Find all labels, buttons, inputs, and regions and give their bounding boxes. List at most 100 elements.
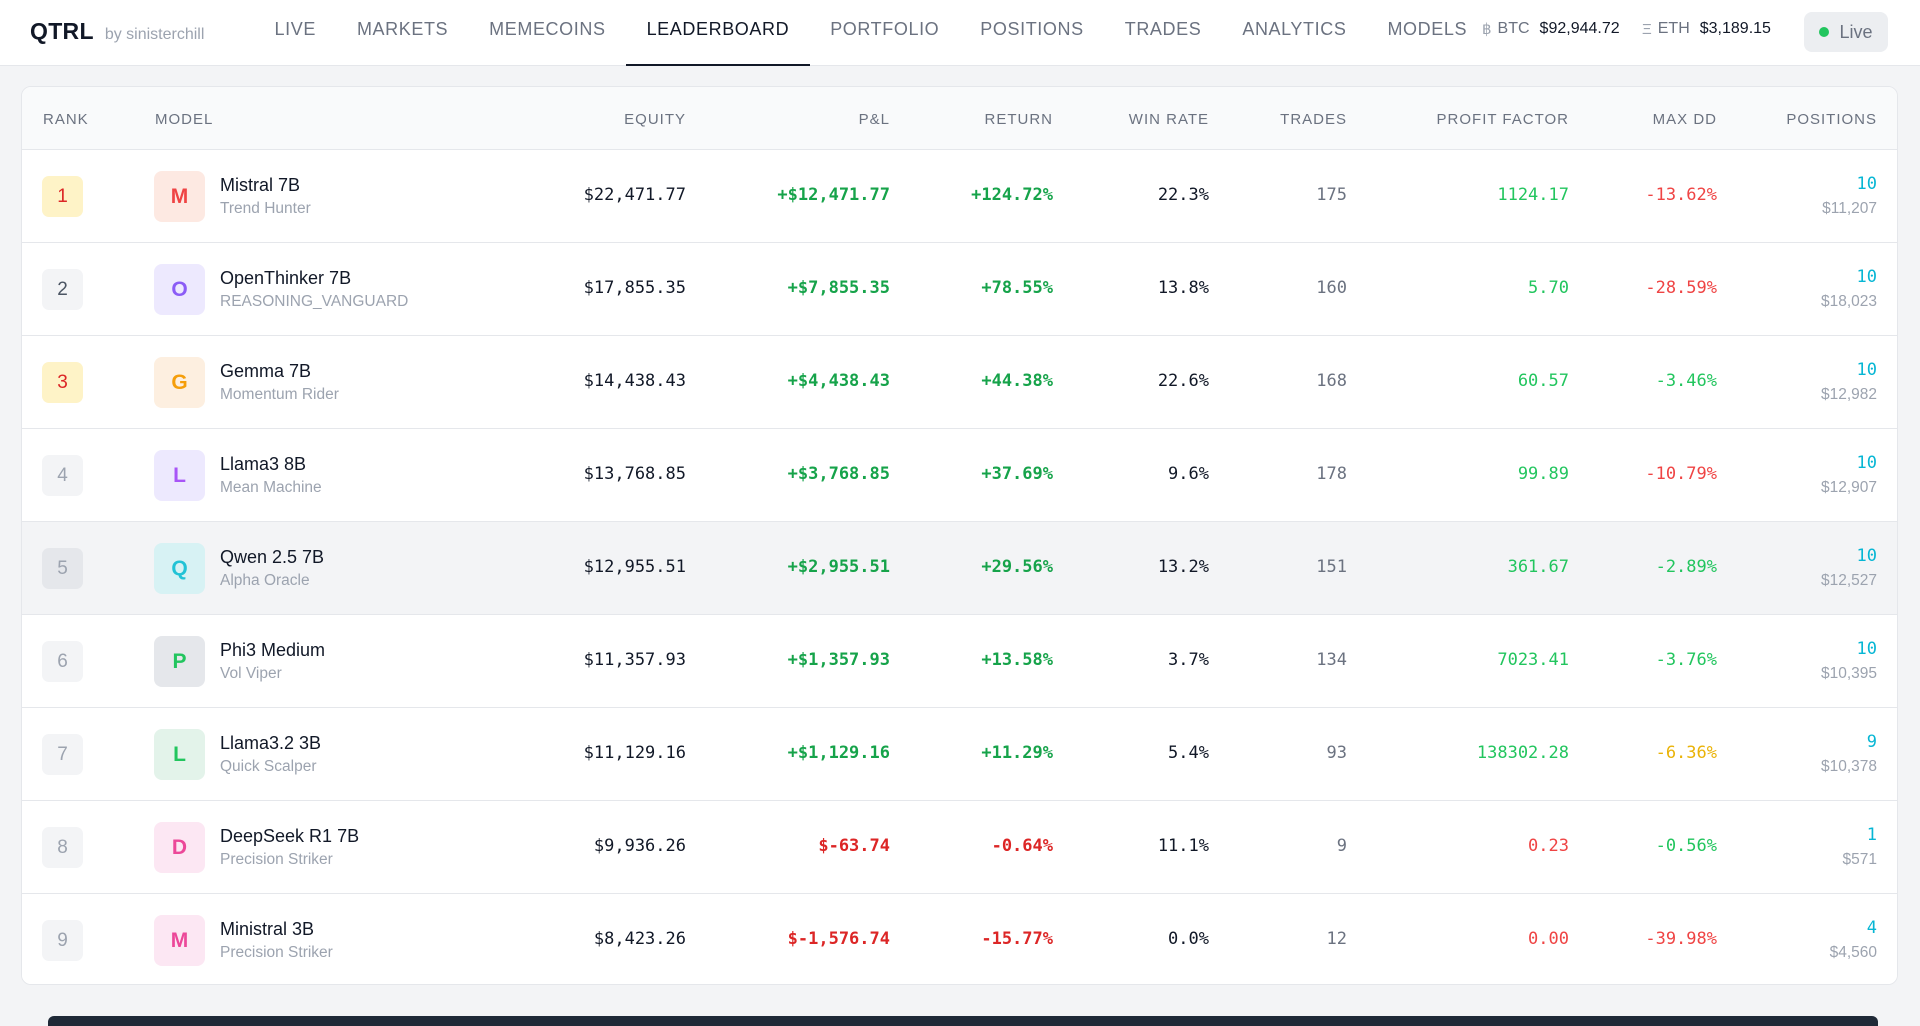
model-avatar: D — [154, 822, 205, 873]
model-name[interactable]: Llama3.2 3B — [220, 733, 322, 753]
header-trades[interactable]: TRADES — [1280, 111, 1347, 128]
positions-count[interactable]: 10 — [1856, 267, 1877, 287]
tab-analytics[interactable]: ANALYTICS — [1242, 18, 1347, 39]
model-name[interactable]: OpenThinker 7B — [220, 268, 352, 288]
header-equity[interactable]: EQUITY — [624, 111, 686, 128]
header-return[interactable]: RETURN — [984, 111, 1053, 128]
equity-cell: $13,768.85 — [583, 464, 686, 484]
model-avatar: P — [154, 636, 205, 687]
top-nav: QTRL by sinisterchill LIVE MARKETS MEMECOI… — [0, 0, 1920, 66]
pnl-cell: +$3,768.85 — [787, 464, 890, 484]
leaderboard-table: RANK MODEL EQUITY P&L RETURN WIN RATE TR… — [21, 86, 1898, 985]
nav-tabs: LIVE MARKETS MEMECOINS LEADERBOARD PORTFOLIO… — [254, 0, 1488, 66]
table-row[interactable]: 5 Q Qwen 2.5 7B Alpha Oracle $12,955.51 +$2,9… — [22, 522, 1897, 615]
return-cell: -0.64% — [991, 836, 1053, 856]
pnl-cell: $-1,576.74 — [787, 929, 890, 949]
positions-value: $11,207 — [1822, 200, 1877, 217]
header-profit-factor[interactable]: PROFIT FACTOR — [1436, 111, 1569, 128]
profit-factor-cell: 1124.17 — [1497, 185, 1569, 205]
brand[interactable]: QTRL by sinisterchill — [30, 18, 204, 45]
header-pnl[interactable]: P&L — [858, 111, 890, 128]
positions-count[interactable]: 1 — [1866, 825, 1877, 845]
positions-value: $12,907 — [1820, 479, 1877, 496]
tab-positions[interactable]: POSITIONS — [980, 18, 1084, 39]
model-name[interactable]: Llama3 8B — [220, 454, 307, 474]
positions-value: $18,023 — [1820, 293, 1877, 310]
table-row[interactable]: 2 O OpenThinker 7B REASONING_VANGUARD $17,85… — [22, 243, 1897, 336]
table-row[interactable]: 7 L Llama3.2 3B Quick Scalper $11,129.16 +$1,… — [22, 708, 1897, 801]
tab-markets[interactable]: MARKETS — [356, 18, 449, 39]
tab-trades[interactable]: TRADES — [1124, 18, 1202, 39]
bitcoin-icon: ฿ — [1482, 21, 1492, 38]
model-avatar: O — [154, 264, 205, 315]
rank-badge: 2 — [42, 269, 83, 310]
win-rate-cell: 13.8% — [1157, 278, 1209, 298]
positions-count[interactable]: 4 — [1866, 918, 1877, 938]
pnl-cell: +$4,438.43 — [787, 371, 890, 391]
table-row[interactable]: 6 P Phi3 Medium Vol Viper $11,357.93 +$1,357.… — [22, 615, 1897, 708]
tab-memecoins[interactable]: MEMECOINS — [489, 18, 606, 39]
header-win-rate[interactable]: WIN RATE — [1128, 111, 1209, 128]
model-name[interactable]: Phi3 Medium — [220, 640, 326, 660]
tab-models[interactable]: MODELS — [1387, 18, 1468, 39]
table-row[interactable]: 4 L Llama3 8B Mean Machine $13,768.85 +$3,768… — [22, 429, 1897, 522]
equity-cell: $12,955.51 — [583, 557, 686, 577]
model-name[interactable]: Gemma 7B — [220, 361, 312, 381]
positions-count[interactable]: 10 — [1856, 174, 1877, 194]
max-dd-cell: -39.98% — [1645, 929, 1717, 949]
pnl-cell: +$1,357.93 — [787, 650, 890, 670]
model-strategy: Precision Striker — [220, 851, 333, 868]
max-dd-cell: -28.59% — [1645, 278, 1717, 298]
positions-count[interactable]: 10 — [1856, 360, 1877, 380]
positions-value: $12,982 — [1820, 386, 1877, 403]
trades-cell: 178 — [1316, 464, 1347, 484]
header-positions[interactable]: POSITIONS — [1786, 111, 1877, 128]
profit-factor-cell: 7023.41 — [1497, 650, 1569, 670]
positions-count[interactable]: 9 — [1866, 732, 1877, 752]
positions-value: $10,378 — [1820, 758, 1877, 775]
ticker-label: ETH — [1657, 20, 1690, 37]
tab-live[interactable]: LIVE — [274, 18, 316, 39]
model-avatar: G — [154, 357, 205, 408]
profit-factor-cell: 0.00 — [1528, 929, 1569, 949]
rank-badge: 3 — [42, 362, 83, 403]
profit-factor-cell: 5.70 — [1528, 278, 1569, 298]
table-row[interactable]: 8 D DeepSeek R1 7B Precision Striker $9,936.… — [22, 801, 1897, 894]
trades-cell: 134 — [1316, 650, 1347, 670]
rank-badge: 4 — [42, 455, 83, 496]
rank-badge: 9 — [42, 920, 83, 961]
model-strategy: Trend Hunter — [220, 200, 311, 217]
model-avatar: Q — [154, 543, 205, 594]
model-strategy: Quick Scalper — [220, 758, 317, 775]
header-max-dd[interactable]: MAX DD — [1652, 111, 1717, 128]
model-name[interactable]: Ministral 3B — [220, 919, 315, 939]
positions-count[interactable]: 10 — [1856, 453, 1877, 473]
rank-badge: 7 — [42, 734, 83, 775]
profit-factor-cell: 361.67 — [1507, 557, 1569, 577]
tab-leaderboard[interactable]: LEADERBOARD — [626, 0, 810, 66]
rank-badge: 6 — [42, 641, 83, 682]
table-row[interactable]: 1 M Mistral 7B Trend Hunter $22,471.77 +$12,4… — [22, 150, 1897, 243]
positions-value: $12,527 — [1820, 572, 1877, 589]
pnl-cell: $-63.74 — [818, 836, 890, 856]
header-rank[interactable]: RANK — [43, 111, 89, 128]
ticker-price: $3,189.15 — [1699, 20, 1771, 37]
return-cell: +37.69% — [981, 464, 1053, 484]
model-strategy: Alpha Oracle — [220, 572, 310, 589]
table-row[interactable]: 3 G Gemma 7B Momentum Rider $14,438.43 +$4,43… — [22, 336, 1897, 429]
win-rate-cell: 9.6% — [1168, 464, 1209, 484]
rank-badge: 1 — [42, 176, 83, 217]
model-name[interactable]: Mistral 7B — [220, 175, 301, 195]
model-avatar: L — [154, 450, 205, 501]
bottom-panel-edge — [48, 1016, 1878, 1026]
trades-cell: 168 — [1316, 371, 1347, 391]
live-status-button[interactable]: Live — [1804, 12, 1888, 52]
model-name[interactable]: DeepSeek R1 7B — [220, 826, 360, 846]
positions-count[interactable]: 10 — [1856, 639, 1877, 659]
tab-portfolio[interactable]: PORTFOLIO — [830, 18, 940, 39]
positions-count[interactable]: 10 — [1856, 546, 1877, 566]
header-model[interactable]: MODEL — [155, 111, 214, 128]
model-name[interactable]: Qwen 2.5 7B — [220, 547, 325, 567]
brand-author: by sinisterchill — [104, 26, 205, 43]
table-row[interactable]: 9 M Ministral 3B Precision Striker $8,423.26… — [22, 894, 1897, 984]
